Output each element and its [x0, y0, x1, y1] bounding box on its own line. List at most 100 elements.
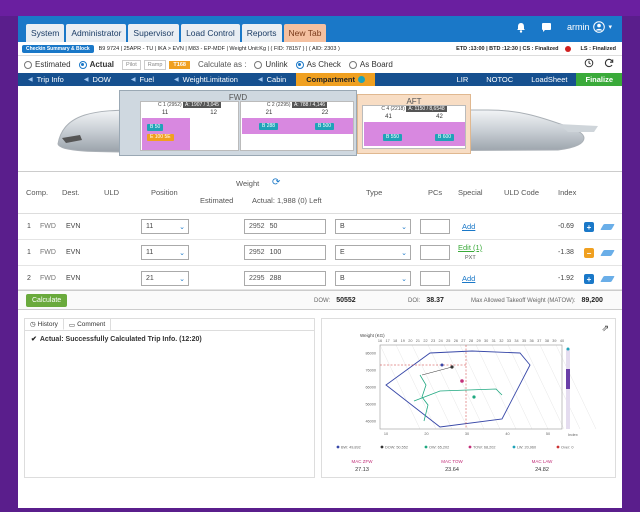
load-pill[interactable]: E 100 5E — [147, 134, 174, 141]
nav-loadsheet[interactable]: LoadSheet — [531, 75, 568, 84]
cg-envelope-chart: Weight (KG)16 17 18 19 20 21 22 23 24 25 26 27 28 29 3… — [336, 333, 597, 473]
chart-bg-line — [523, 344, 565, 430]
nav-dow[interactable]: ◀ DOW — [83, 75, 111, 84]
index-scale-fill — [566, 369, 570, 389]
tab-comment[interactable]: ▭ Comment — [64, 319, 112, 330]
legend-swatch — [424, 445, 428, 449]
nav-fuel[interactable]: ◀ Fuel — [130, 75, 155, 84]
mac-value: 27.13 — [355, 467, 369, 473]
tab-supervisor[interactable]: Supervisor — [128, 24, 180, 42]
point-bw — [440, 363, 444, 367]
radio-as-board[interactable]: As Board — [348, 60, 393, 69]
expand-icon[interactable]: ⇗ — [601, 323, 609, 333]
chevron-down-icon[interactable]: ▾ — [608, 24, 612, 31]
load-pill[interactable]: B 50 — [147, 124, 164, 131]
status-dot-icon — [564, 45, 571, 52]
actual-weight-input[interactable]: 2952 100 — [244, 245, 326, 260]
pcs-input[interactable] — [420, 271, 450, 286]
compartment-c1[interactable]: C 1 (2952) A: 1907 / 3,045 11 12 B 50 E 1… — [140, 101, 239, 151]
nav-cabin[interactable]: ◀ Cabin — [257, 75, 287, 84]
tab-administrator[interactable]: Administrator — [66, 24, 127, 42]
username[interactable]: armin — [566, 22, 590, 32]
type-select[interactable]: B ⌄ — [335, 271, 411, 286]
position-select[interactable]: 11 ⌄ — [141, 245, 189, 260]
load-pill[interactable]: B 500 — [315, 123, 335, 130]
remove-row-button[interactable]: − — [584, 248, 594, 258]
eraser-icon[interactable] — [600, 276, 615, 282]
row-index: -1.92 — [558, 275, 574, 282]
radio-as-check[interactable]: As Check — [295, 60, 341, 69]
type-select[interactable]: E ⌄ — [335, 245, 411, 260]
bell-icon[interactable] — [515, 21, 527, 33]
pcs-input[interactable] — [420, 219, 450, 234]
col-position: Position — [151, 188, 178, 197]
plot-frame — [379, 344, 563, 430]
x-tick-label: 50 — [546, 432, 550, 436]
finalize-button[interactable]: Finalize — [576, 73, 622, 86]
point-dow — [450, 365, 454, 369]
nav-weight-limitation[interactable]: ◀ WeightLimitation — [174, 75, 238, 84]
type-select[interactable]: B ⌄ — [335, 219, 411, 234]
calculate-button[interactable]: Calculate — [26, 294, 68, 307]
position-select[interactable]: 11 ⌄ — [141, 219, 189, 234]
load-pill[interactable]: B 600 — [435, 134, 455, 141]
weight-refresh-icon[interactable]: ⟳ — [272, 177, 281, 188]
fwd-compartment-group: FWD C 1 (2952) A: 1907 / 3,045 11 12 B 50… — [119, 90, 357, 156]
chart-bg-line — [475, 344, 517, 430]
radio-estimated[interactable]: Estimated — [24, 60, 71, 69]
position-select[interactable]: 21 ⌄ — [141, 271, 189, 286]
special-add-link[interactable]: Add — [462, 274, 476, 283]
history-icon[interactable] — [584, 58, 594, 71]
compartment-c2[interactable]: C 2 (2295) A: 788 / 4,146 21 22 B 288 B 5… — [240, 101, 354, 151]
col-actual: Actual: 1,988 (0) Left — [252, 196, 322, 205]
doi-stat: DOI: 38.37 — [408, 297, 444, 304]
col-pcs: PCs — [428, 188, 443, 197]
user-avatar-icon[interactable] — [593, 21, 606, 33]
actual-weight-input[interactable]: 2952 50 — [244, 219, 326, 234]
x-tick-label: 30 — [465, 432, 469, 436]
trim-line — [419, 374, 429, 422]
y-axis-label: Weight (KG) — [360, 333, 385, 338]
actual-weight-input[interactable]: 2295 288 — [244, 271, 326, 286]
checkin-summary-button[interactable]: Checkin Summary & Block — [22, 44, 94, 53]
radio-actual[interactable]: Actual — [78, 60, 114, 69]
tab-reports[interactable]: Reports — [241, 24, 282, 42]
special-edit-link[interactable]: Edit (1) — [458, 243, 483, 252]
col-uld-code: ULD Code — [504, 188, 540, 197]
top-tick-label: 25 — [446, 339, 450, 343]
pilot-field[interactable]: Pilot — [122, 59, 141, 70]
pcs-input[interactable] — [420, 245, 450, 260]
chat-icon[interactable] — [541, 21, 553, 33]
col-uld: ULD — [104, 188, 120, 197]
tab-new[interactable]: New Tab — [283, 24, 327, 42]
nav-notoc[interactable]: NOTOC — [486, 75, 514, 84]
aircraft-diagram: FWD C 1 (2952) A: 1907 / 3,045 11 12 B 50… — [18, 86, 622, 172]
legend-swatch — [512, 445, 516, 449]
add-row-button[interactable]: + — [584, 222, 594, 232]
special-add-link[interactable]: Add — [462, 222, 476, 231]
load-pill[interactable]: B 288 — [259, 123, 279, 130]
ramp-field[interactable]: Ramp — [143, 59, 167, 70]
legend-item: OW: 65,202 — [429, 446, 449, 450]
add-row-button[interactable]: + — [584, 274, 594, 284]
tab-system[interactable]: System — [26, 24, 65, 42]
load-pill[interactable]: B 550 — [383, 134, 403, 141]
nav-trip-info[interactable]: ◀ Trip Info — [28, 75, 64, 84]
radio-unlink[interactable]: Unlink — [254, 60, 288, 69]
nav-lir[interactable]: LIR — [456, 75, 469, 84]
eraser-icon[interactable] — [600, 250, 615, 256]
chart-bg-line — [395, 344, 437, 430]
balance-chart-panel: ⇗ Weight (KG) 16 17 18 19 20 21 22 23 24 25 26 27 28 2… — [321, 318, 616, 478]
dow-stat: DOW: 50552 — [314, 297, 356, 304]
compartment-c4[interactable]: C 4 (2218) A: 1150 / 8,6548 41 42 B 550 B… — [362, 105, 466, 149]
refresh-icon[interactable] — [604, 58, 614, 71]
tab-load-control[interactable]: Load Control — [181, 24, 240, 42]
row-index: -0.69 — [558, 223, 574, 230]
calc-as-label: Calculate as : — [197, 60, 247, 69]
x-tick-label: 20 — [424, 432, 428, 436]
eraser-icon[interactable] — [600, 224, 615, 230]
nav-compartment[interactable]: Compartment — [296, 73, 375, 86]
tab-history[interactable]: ◷ History — [25, 319, 64, 330]
legend-item: DOW: 50,552 — [385, 446, 408, 450]
flight-info: B9 9724 | 25APR - TU | IKA > EVN | M83 -… — [98, 45, 340, 52]
